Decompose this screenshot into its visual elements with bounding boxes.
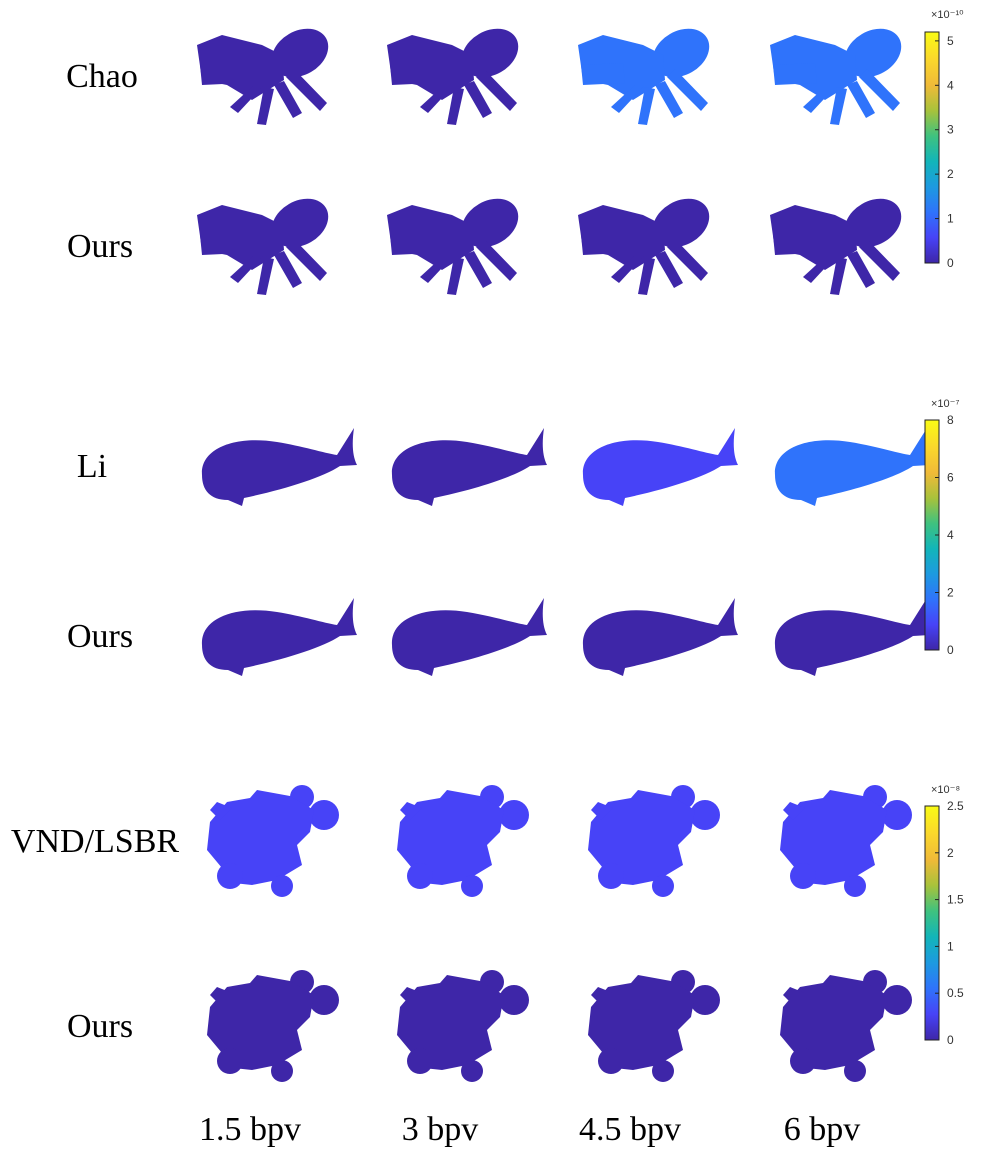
colorbar: ×10⁻⁸ 0 0.5 1 1.5 2 2.5 [924,784,964,1047]
row-label: Ours [67,228,133,265]
ant-error-map [197,188,337,295]
column-label: 1.5 bpv [199,1111,301,1148]
colorbar-tick-label: 2 [947,167,954,181]
bear-error-map [207,970,339,1082]
error-map-row [197,188,910,295]
ant-error-map [197,18,337,125]
error-map-grid [197,18,930,1082]
fish-error-map [201,428,357,506]
colorbar-tick-label: 1.5 [947,893,964,907]
colorbar-tick-label: 2 [947,846,954,860]
ant-error-map [770,18,910,125]
column-labels: 1.5 bpv 3 bpv 4.5 bpv 6 bpv [199,1111,860,1148]
colorbar-tick-label: 1 [947,939,954,953]
colorbar-gradient [924,805,940,1041]
bear-error-map [397,970,529,1082]
error-map-row [207,970,912,1082]
colorbar: ×10⁻¹⁰ 0 1 2 3 4 5 [924,9,964,270]
error-map-row [197,18,910,125]
row-label: VND/LSBR [11,823,179,860]
bear-error-map [207,785,339,897]
ant-error-map [387,188,527,295]
column-label: 4.5 bpv [579,1111,681,1148]
colorbar-exponent: ×10⁻⁷ [931,398,959,410]
bear-error-map [588,785,720,897]
fish-error-map [391,428,547,506]
colorbar-gradient [924,31,940,264]
row-label: Chao [66,58,138,95]
colorbar: ×10⁻⁷ 0 2 4 6 8 [924,398,959,657]
colorbar-tick-label: 0.5 [947,986,964,1000]
colorbars: ×10⁻¹⁰ 0 1 2 3 4 5 ×10⁻⁷ 0 2 4 6 8 ×10⁻⁸ 0 0.5 1 1.5 2 2.5 [924,9,964,1047]
colorbar-tick-label: 1 [947,212,954,226]
fish-error-map [582,428,738,506]
row-labels: Chao Ours Li Ours VND/LSBR Ours [11,58,179,1045]
colorbar-tick-label: 4 [947,78,954,92]
ant-error-map [578,188,718,295]
colorbar-tick-label: 4 [947,528,954,542]
colorbar-tick-label: 0 [947,256,954,270]
bear-error-map [780,970,912,1082]
colorbar-tick-label: 2 [947,586,954,600]
colorbar-tick-label: 6 [947,471,954,485]
fish-error-map [774,598,930,676]
colorbar-tick-label: 2.5 [947,799,964,813]
colorbar-exponent: ×10⁻⁸ [931,784,960,796]
ant-error-map [770,188,910,295]
colorbar-exponent: ×10⁻¹⁰ [931,9,964,21]
bear-error-map [397,785,529,897]
row-label: Li [77,448,107,485]
ant-error-map [578,18,718,125]
fish-error-map [582,598,738,676]
colorbar-tick-label: 8 [947,413,954,427]
bear-error-map [588,970,720,1082]
colorbar-tick-label: 0 [947,643,954,657]
row-label: Ours [67,1008,133,1045]
fish-error-map [391,598,547,676]
ant-error-map [387,18,527,125]
error-map-row [201,598,930,676]
fish-error-map [201,598,357,676]
colorbar-tick-label: 0 [947,1033,954,1047]
column-label: 3 bpv [402,1111,479,1148]
colorbar-tick-label: 3 [947,123,954,137]
error-map-row [201,428,930,506]
bear-error-map [780,785,912,897]
colorbar-tick-label: 5 [947,34,954,48]
fish-error-map [774,428,930,506]
column-label: 6 bpv [784,1111,861,1148]
error-map-row [207,785,912,897]
row-label: Ours [67,618,133,655]
